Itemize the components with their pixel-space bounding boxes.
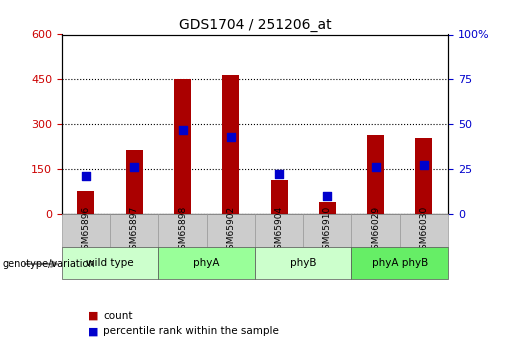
Point [275, 172, 283, 177]
Text: wild type: wild type [87, 258, 134, 268]
FancyBboxPatch shape [159, 214, 207, 247]
Bar [174, 79, 191, 214]
Point [178, 127, 186, 132]
FancyBboxPatch shape [351, 247, 448, 279]
Text: percentile rank within the sample: percentile rank within the sample [103, 326, 279, 336]
Text: phyA: phyA [194, 258, 220, 268]
Bar [126, 150, 143, 214]
FancyBboxPatch shape [207, 214, 255, 247]
Text: GSM65897: GSM65897 [130, 206, 139, 255]
FancyBboxPatch shape [351, 214, 400, 247]
Text: count: count [103, 311, 132, 321]
Point [371, 165, 380, 170]
Point [130, 165, 139, 170]
Bar [416, 138, 433, 214]
Bar [367, 135, 384, 214]
Point [420, 163, 428, 168]
FancyBboxPatch shape [62, 247, 159, 279]
FancyBboxPatch shape [159, 247, 255, 279]
Text: GSM65904: GSM65904 [274, 206, 284, 255]
Text: GSM65902: GSM65902 [226, 206, 235, 255]
Text: phyA phyB: phyA phyB [372, 258, 428, 268]
FancyBboxPatch shape [110, 214, 159, 247]
Bar [222, 75, 239, 214]
Text: ■: ■ [88, 311, 98, 321]
Text: GSM65910: GSM65910 [323, 206, 332, 255]
Bar [319, 202, 336, 214]
Text: GSM65898: GSM65898 [178, 206, 187, 255]
FancyBboxPatch shape [255, 247, 351, 279]
FancyBboxPatch shape [303, 214, 351, 247]
Text: genotype/variation: genotype/variation [3, 259, 95, 269]
Text: GSM66029: GSM66029 [371, 206, 380, 255]
FancyBboxPatch shape [62, 214, 110, 247]
FancyBboxPatch shape [255, 214, 303, 247]
Text: ■: ■ [88, 326, 98, 336]
Title: GDS1704 / 251206_at: GDS1704 / 251206_at [179, 18, 331, 32]
Point [323, 193, 332, 199]
Text: GSM65896: GSM65896 [81, 206, 91, 255]
Text: GSM66030: GSM66030 [419, 206, 428, 255]
Text: phyB: phyB [290, 258, 316, 268]
Point [227, 134, 235, 139]
Bar [270, 179, 287, 214]
Bar [77, 191, 94, 214]
Point [82, 174, 90, 179]
FancyBboxPatch shape [400, 214, 448, 247]
